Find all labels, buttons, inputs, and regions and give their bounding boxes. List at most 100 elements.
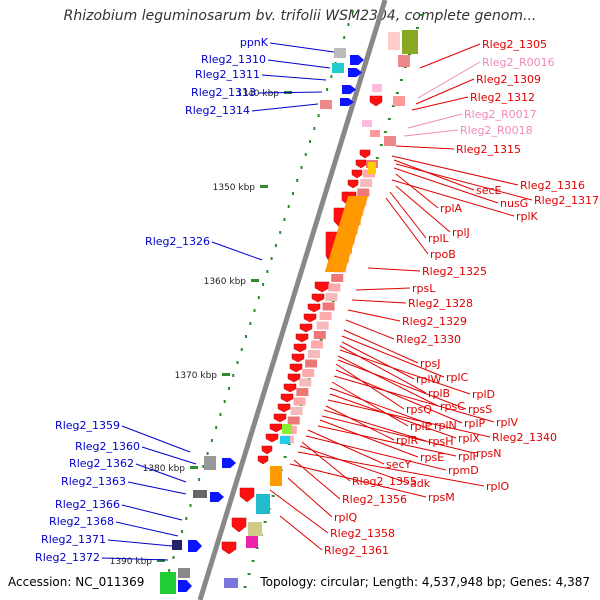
dot-mark-inner [232, 374, 235, 377]
dot-mark-inner [253, 309, 256, 312]
tick-label: 1340 kbp [237, 89, 280, 99]
left-leader-line [211, 241, 263, 261]
gene-arrow-red [269, 423, 283, 433]
left-leader-line [107, 539, 173, 547]
right-leader-line [335, 369, 463, 424]
dot-mark-inner [317, 114, 320, 117]
dot-mark-inner [313, 127, 316, 130]
gene-arrow-red [291, 353, 305, 363]
gene-box [313, 331, 326, 339]
right-gene-label: rplA [440, 202, 463, 215]
right-gene-label: Rleg2_1305 [482, 38, 547, 51]
right-gene-label: nusG [500, 197, 528, 210]
dot-mark-outer [419, 14, 423, 16]
dot-mark-inner [266, 270, 269, 273]
topology-text: Topology: circular; Length: 4,537,948 bp… [260, 575, 590, 589]
tick-label: 1370 kbp [175, 371, 218, 381]
left-gene-label: Rleg2_1362 [69, 457, 134, 470]
right-gene-label: Rleg2_1315 [456, 143, 521, 156]
dot-mark-inner [181, 530, 184, 533]
dot-mark-inner [262, 283, 265, 286]
right-gene-label: rpmD [448, 464, 479, 477]
gene-arrow-red [351, 169, 363, 179]
gene-arrow-red [314, 281, 330, 293]
right-leader-line [293, 459, 341, 500]
dot-mark-inner [172, 556, 175, 559]
dot-mark-inner [168, 569, 171, 572]
right-leader-line [395, 145, 455, 150]
right-leader-line [339, 349, 471, 395]
gene-box [328, 283, 341, 292]
dot-mark-outer [271, 495, 275, 497]
right-leader-line [341, 341, 415, 380]
gene-box [270, 466, 282, 486]
right-gene-label: Rleg2_1356 [342, 493, 407, 506]
tick-mark [190, 466, 198, 469]
right-leader-line [393, 159, 475, 191]
right-leader-line [339, 345, 427, 394]
gene-arrow-red [347, 179, 359, 189]
dot-mark-inner [227, 387, 230, 390]
left-leader-line [269, 42, 335, 53]
dot-mark-inner [300, 166, 303, 169]
dot-mark-inner [279, 231, 282, 234]
right-gene-label: rpsL [412, 282, 436, 295]
gene-arrow-red [295, 333, 309, 343]
gene-box [293, 397, 306, 406]
left-gene-label: Rleg2_1326 [145, 235, 210, 248]
tick-mark [222, 373, 230, 376]
right-gene-label: Rleg2_1340 [492, 431, 557, 444]
gene-box [334, 48, 346, 58]
dot-mark-inner [189, 504, 192, 507]
right-leader-line [367, 267, 421, 272]
right-leader-line [321, 415, 475, 454]
dot-mark-inner [215, 426, 218, 429]
gene-box [296, 388, 309, 396]
gene-arrow-red [369, 95, 383, 107]
dot-mark-inner [206, 452, 209, 455]
right-leader-line [351, 299, 407, 304]
right-gene-label: rplE [410, 420, 432, 433]
gene-arrow-blue [210, 492, 224, 502]
right-gene-label: Rleg2_1309 [476, 73, 541, 86]
right-gene-label: rplP [464, 417, 486, 430]
dot-mark-inner [304, 153, 307, 156]
right-leader-line [297, 451, 485, 487]
right-leader-line [347, 309, 401, 322]
right-leader-line [269, 489, 329, 534]
right-leader-line [385, 197, 429, 255]
right-gene-label: rpsC [440, 400, 465, 413]
right-leader-line [395, 173, 439, 209]
dot-mark-outer [243, 586, 247, 588]
left-leader-line [121, 504, 183, 521]
right-leader-line [391, 179, 515, 217]
right-gene-label: rplV [496, 416, 519, 429]
right-leader-line [419, 43, 481, 69]
left-leader-line [121, 425, 191, 453]
gene-box [388, 32, 400, 50]
dot-mark-outer [283, 456, 287, 458]
gene-arrow-red [303, 313, 317, 323]
dot-mark-inner [257, 296, 260, 299]
gene-box [320, 100, 332, 109]
right-gene-label: Rleg2_1316 [520, 179, 585, 192]
gene-box [316, 321, 329, 330]
gene-arrow-red [221, 541, 237, 555]
left-gene-label: Rleg2_1360 [75, 440, 140, 453]
gene-box [384, 136, 396, 146]
right-leader-line [327, 399, 491, 438]
right-leader-line [337, 359, 467, 410]
gene-arrow-blue [342, 85, 356, 94]
dot-mark-outer [375, 157, 379, 159]
gene-box [370, 130, 380, 137]
dot-mark-outer [399, 79, 403, 81]
right-gene-label: rplX [458, 432, 481, 445]
right-gene-label: Rleg2_1355 [352, 475, 417, 488]
left-leader-line [141, 446, 197, 465]
gene-arrow-blue [350, 55, 364, 65]
left-leader-line [261, 74, 327, 81]
gene-box [246, 536, 258, 548]
right-leader-line [329, 393, 457, 439]
gene-arrow-red [273, 413, 287, 423]
left-gene-label: Rleg2_1313 [191, 86, 256, 99]
